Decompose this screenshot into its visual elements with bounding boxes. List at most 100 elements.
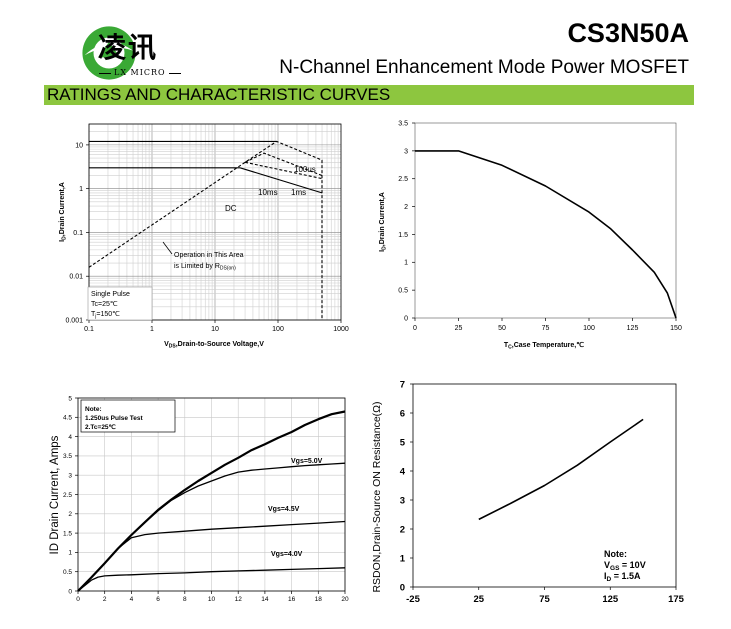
y-tick-label: 5: [400, 437, 406, 448]
part-number: CS3N50A: [567, 18, 689, 48]
soa-legend-line1: Single Pulse: [91, 291, 130, 298]
series-line-dc: [239, 167, 323, 194]
rdson-note-id: ID = 1.5A: [604, 571, 641, 583]
x-tick-label: 10: [211, 326, 219, 333]
soa-xlabel: VDS,Drain-to-Source Voltage,V: [164, 341, 264, 350]
y-tick-label: 2: [68, 511, 72, 518]
rdson-note-title: Note:: [604, 549, 627, 559]
y-tick-label: 0: [400, 582, 405, 593]
series-line-1ms: [244, 152, 323, 177]
y-tick-label: 0.1: [73, 230, 83, 237]
output-note-line1: 1.250us Pulse Test: [85, 415, 144, 422]
section-band: RATINGS AND CHARACTERISTIC CURVES: [44, 85, 694, 105]
soa-label-1ms: 1ms: [291, 188, 306, 197]
y-tick-label: 5: [68, 395, 72, 402]
output-ylabel: ID Drain Current, Amps: [49, 435, 61, 554]
logo-mark: [97, 41, 121, 58]
y-tick-label: 0: [68, 588, 72, 595]
x-tick-label: 75: [542, 325, 550, 332]
output-note-line2: 2.Tc=25℃: [85, 423, 117, 431]
output-label-vgs40: Vgs=4.0V: [271, 551, 303, 558]
soa-operation-line2: is Limited by RDS(on): [174, 263, 236, 272]
x-tick-label: 100: [272, 326, 284, 333]
x-tick-label: 0: [76, 596, 80, 603]
series-line-output-0: [77, 410, 346, 592]
y-tick-label: 0.5: [398, 288, 408, 295]
y-tick-label: 3.5: [63, 453, 72, 460]
x-tick-label: 0: [413, 325, 417, 332]
soa-label-dc: DC: [225, 204, 237, 213]
plot-frame: [77, 397, 346, 592]
soa-label-100us: 100us: [294, 165, 316, 174]
x-tick-label: 25: [473, 594, 484, 605]
y-tick-label: 0.001: [65, 317, 83, 324]
y-tick-label: 2.5: [398, 176, 408, 183]
series-line-rdson-0: [478, 418, 644, 521]
x-tick-label: 125: [627, 325, 639, 332]
soa-legend-box: [87, 286, 153, 321]
y-tick-label: 0.01: [69, 274, 83, 281]
series-line-100us: [88, 140, 323, 320]
x-tick-label: 75: [539, 594, 550, 605]
output-label-vgs5: Vgs=5.0V: [291, 458, 323, 465]
x-tick-label: 100: [583, 325, 595, 332]
y-tick-label: 7: [400, 379, 405, 390]
brand-name-en: LX MICRO: [96, 68, 184, 77]
soa-operation-pointer: [162, 241, 173, 255]
y-tick-label: 1: [400, 553, 406, 564]
y-tick-label: 3: [68, 472, 72, 479]
y-tick-label: 1: [79, 186, 83, 193]
x-tick-label: 125: [602, 594, 619, 605]
y-tick-label: 10: [75, 142, 83, 149]
x-tick-label: -25: [406, 594, 420, 605]
y-tick-label: 0.5: [63, 569, 72, 576]
section-title: RATINGS AND CHARACTERISTIC CURVES: [47, 85, 391, 104]
output-label-vgs45: Vgs=4.5V: [268, 506, 300, 513]
soa-plot: 0.1 1 10 100 1000 0.001 0.01 0.1 1 10: [65, 123, 349, 333]
plot-frame: [414, 122, 677, 319]
device-subtitle: N-Channel Enhancement Mode Power MOSFET: [279, 57, 689, 78]
x-tick-label: 2: [103, 596, 107, 603]
y-tick-label: 3: [400, 495, 405, 506]
output-note-box: [80, 399, 176, 433]
x-tick-label: 1: [150, 326, 154, 333]
x-tick-label: 10: [208, 596, 216, 603]
soa-label-10ms: 10ms: [258, 188, 278, 197]
x-tick-label: 50: [498, 325, 506, 332]
brand-name-cn: 凌讯: [98, 31, 159, 64]
y-tick-label: 4: [68, 434, 72, 441]
derating-plot: 0 25 50 75 100 125 150 0 0.5 1 1.5 2 2.5 3 3.5: [398, 120, 682, 332]
plot-frame: [88, 123, 342, 321]
derating-ylabel: ID,Drain Current,A: [379, 192, 388, 252]
logo-swoosh: [84, 42, 134, 56]
soa-legend-line3: Tj=150℃: [91, 311, 120, 320]
y-tick-label: 3.5: [398, 120, 408, 127]
y-tick-label: 1: [68, 550, 72, 557]
y-tick-label: 3: [404, 148, 408, 155]
plot-frame: [412, 383, 677, 588]
x-tick-label: 150: [670, 325, 682, 332]
series-line-derating-0: [415, 150, 677, 319]
soa-legend-line2: Tc=25℃: [91, 301, 118, 308]
y-tick-label: 0: [404, 315, 408, 322]
x-tick-label: 12: [235, 596, 243, 603]
y-tick-label: 1: [404, 260, 408, 267]
series-line-vgs-4-0v: [77, 567, 346, 592]
x-tick-label: 1000: [333, 326, 349, 333]
y-tick-label: 4.5: [63, 415, 72, 422]
x-tick-label: 20: [341, 596, 349, 603]
y-tick-label: 2: [400, 524, 405, 535]
rdson-plot: -25 25 75 125 175 0 1 2 3 4 5 6 7: [400, 379, 685, 605]
x-tick-label: 6: [156, 596, 160, 603]
y-tick-label: 2.5: [63, 492, 72, 499]
series-line-vgs-4-5v: [77, 520, 346, 592]
rdson-note-vgs: VGS = 10V: [604, 560, 646, 572]
x-tick-label: 14: [261, 596, 269, 603]
y-tick-label: 1.5: [63, 530, 72, 537]
y-tick-label: 1.5: [398, 232, 408, 239]
rdson-ylabel: RSDON,Drain-Source ON Resistance(Ω): [371, 401, 383, 592]
x-tick-label: 16: [288, 596, 296, 603]
y-tick-label: 4: [400, 466, 406, 477]
soa-ylabel: ID,Drain Current,A: [59, 182, 68, 242]
x-tick-label: 18: [315, 596, 323, 603]
